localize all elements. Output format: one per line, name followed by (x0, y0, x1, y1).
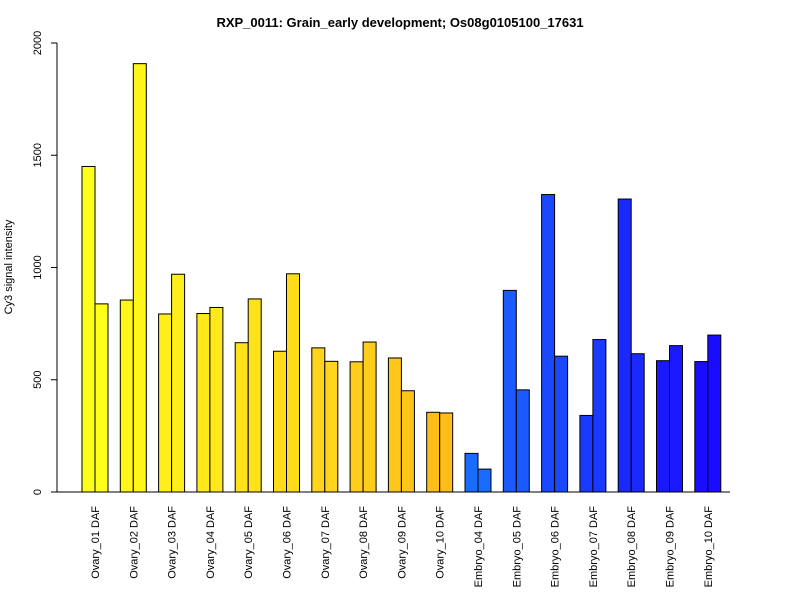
category-label: Embryo_10 DAF (703, 506, 715, 588)
category-label: Embryo_09 DAF (665, 506, 677, 588)
category-label: Ovary_10 DAF (435, 506, 447, 579)
bar (426, 411, 441, 493)
bar (311, 347, 326, 493)
chart-title: RXP_0011: Grain_early development; Os08g… (216, 15, 583, 30)
bar (247, 298, 262, 493)
bar (273, 350, 287, 493)
bar (387, 357, 402, 493)
bar (656, 360, 670, 493)
bar (669, 345, 683, 493)
category-label: Embryo_07 DAF (588, 506, 600, 588)
bar (439, 412, 454, 493)
y-tick-label: 2000 (32, 31, 44, 55)
bar (286, 273, 300, 493)
category-label: Embryo_04 DAF (473, 506, 485, 588)
category-labels: Ovary_01 DAF Ovary_02 DAF Ovary_03 DAF Ovar… (90, 506, 715, 588)
bar (132, 63, 147, 493)
category-label: Ovary_03 DAF (167, 506, 179, 579)
bar (196, 313, 211, 493)
bars (81, 63, 722, 493)
bar (94, 303, 109, 493)
y-tick-label: 1000 (32, 255, 44, 279)
y-tick-label: 0 (32, 489, 44, 495)
bar (209, 306, 224, 493)
bar (694, 361, 709, 493)
category-label: Ovary_05 DAF (243, 506, 255, 579)
y-tick-label: 1500 (32, 143, 44, 167)
category-label: Embryo_08 DAF (626, 506, 638, 588)
bar (362, 341, 377, 493)
bar (234, 342, 249, 493)
bar (541, 194, 556, 493)
category-label: Ovary_04 DAF (205, 506, 217, 579)
category-label: Ovary_09 DAF (396, 506, 408, 579)
bar (502, 289, 517, 493)
category-label: Ovary_01 DAF (90, 506, 102, 579)
bar (554, 355, 569, 493)
bar (515, 389, 530, 493)
bar (579, 414, 594, 493)
category-label: Embryo_06 DAF (550, 506, 562, 588)
bar (630, 353, 645, 493)
bar (349, 361, 364, 493)
bar (707, 334, 722, 493)
category-label: Ovary_08 DAF (358, 506, 370, 579)
category-label: Ovary_07 DAF (320, 506, 332, 579)
bar (158, 313, 173, 493)
bar (617, 198, 632, 493)
bar (119, 299, 134, 493)
category-label: Embryo_05 DAF (511, 506, 523, 588)
bar (592, 339, 607, 493)
bar (477, 468, 492, 493)
bar (400, 390, 415, 493)
y-axis-label: Cy3 signal intensity (3, 219, 15, 314)
bar (464, 452, 479, 493)
bar (324, 360, 339, 493)
bar (81, 165, 96, 493)
category-label: Ovary_02 DAF (128, 506, 140, 579)
category-label: Ovary_06 DAF (282, 506, 294, 579)
y-tick-label: 500 (32, 371, 44, 389)
bar (171, 273, 186, 493)
